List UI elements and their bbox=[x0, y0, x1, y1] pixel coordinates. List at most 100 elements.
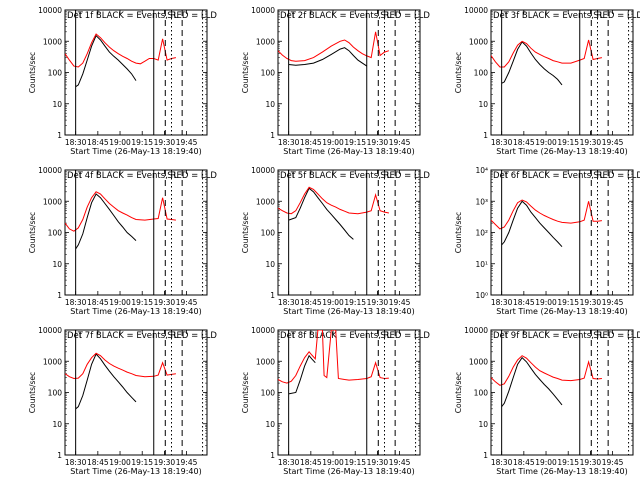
marker-label: T bbox=[503, 11, 510, 21]
x-tick-label: 18:45 bbox=[513, 298, 535, 307]
x-tick-label: 19:45 bbox=[176, 138, 198, 147]
x-tick-label: 19:15 bbox=[131, 138, 153, 147]
series-line-events bbox=[288, 187, 354, 240]
y-tick-label: 1 bbox=[57, 451, 62, 460]
plot-title: Det 7f BLACK = Events, RED = LLD bbox=[67, 331, 217, 341]
series-line-lld bbox=[491, 39, 603, 68]
marker-label: T bbox=[290, 171, 297, 181]
marker-label: L bbox=[174, 11, 179, 21]
y-tick-label: 1000 bbox=[43, 197, 62, 206]
series-group bbox=[278, 186, 390, 240]
detector-panel-7: Det 7f BLACK = Events, RED = LLD 1 10 100 10… bbox=[28, 326, 217, 476]
marker-label: S bbox=[167, 11, 172, 21]
series-group bbox=[65, 33, 177, 88]
detector-panel-4: Det 4f BLACK = Events, RED = LLD 1 10 100 10… bbox=[28, 166, 217, 316]
marker-label: S bbox=[380, 11, 385, 21]
series-group bbox=[278, 31, 390, 67]
x-tick-label: 19:00 bbox=[109, 298, 131, 307]
x-tick-label: 19:30 bbox=[367, 138, 389, 147]
series-group bbox=[491, 355, 602, 408]
y-tick-label: 100 bbox=[48, 389, 63, 398]
plot-title: Det 2f BLACK = Events, RED = LLD bbox=[280, 11, 430, 21]
x-tick-label: 18:45 bbox=[87, 138, 109, 147]
y-axis-label: Counts/sec bbox=[454, 52, 463, 93]
series-line-lld bbox=[278, 31, 390, 62]
y-tick-label: 10 bbox=[265, 260, 275, 269]
x-tick-label: 19:15 bbox=[344, 298, 366, 307]
y-tick-label: 1000 bbox=[256, 37, 275, 46]
y-tick-label: 10 bbox=[265, 100, 275, 109]
plot-title: Det 3f BLACK = Events, RED = LLD bbox=[493, 11, 640, 21]
y-tick-label: 10⁰ bbox=[475, 291, 488, 300]
x-tick-label: 19:45 bbox=[176, 298, 198, 307]
series-line-lld bbox=[278, 186, 390, 215]
y-tick-label: 10 bbox=[52, 420, 62, 429]
y-tick-label: 10⁴ bbox=[475, 166, 488, 175]
y-axis-label: Counts/sec bbox=[28, 52, 37, 93]
y-tick-label: 100 bbox=[261, 69, 276, 78]
series-group bbox=[65, 191, 176, 250]
y-tick-label: 10 bbox=[478, 420, 488, 429]
x-tick-label: 19:45 bbox=[176, 458, 198, 467]
y-tick-label: 10000 bbox=[38, 6, 62, 15]
detector-panel-5: Det 5f BLACK = Events, RED = LLD 1 10 100 10… bbox=[241, 166, 430, 316]
marker-label: T bbox=[290, 11, 297, 21]
y-tick-label: 1000 bbox=[43, 357, 62, 366]
x-tick-label: 19:45 bbox=[602, 458, 624, 467]
x-axis-label: Start Time (26-May-13 18:19:40) bbox=[496, 307, 627, 316]
y-tick-label: 100 bbox=[261, 229, 276, 238]
plot-title: Det 8f BLACK = Events, RED = LLD bbox=[280, 331, 430, 341]
y-axis-label: Counts/sec bbox=[454, 212, 463, 253]
x-axis-label: Start Time (26-May-13 18:19:40) bbox=[70, 147, 201, 156]
plot-title: Det 4f BLACK = Events, RED = LLD bbox=[67, 171, 217, 181]
marker-label: T bbox=[77, 171, 84, 181]
plot-title: Det 1f BLACK = Events, RED = LLD bbox=[67, 11, 217, 21]
y-tick-label: 1 bbox=[483, 451, 488, 460]
marker-label: L bbox=[387, 11, 392, 21]
series-line-events bbox=[501, 41, 563, 86]
x-tick-label: 19:45 bbox=[602, 138, 624, 147]
x-tick-label: 19:45 bbox=[389, 138, 411, 147]
marker-label: L bbox=[387, 171, 392, 181]
plot-frame bbox=[277, 329, 421, 456]
y-tick-label: 10000 bbox=[251, 166, 275, 175]
marker-label: S bbox=[593, 331, 598, 341]
x-tick-label: 19:15 bbox=[557, 138, 579, 147]
series-line-events bbox=[501, 356, 563, 408]
y-tick-label: 1 bbox=[57, 131, 62, 140]
x-tick-label: 19:00 bbox=[322, 298, 344, 307]
y-axis-label: Counts/sec bbox=[241, 212, 250, 253]
series-group bbox=[491, 199, 602, 248]
plot-frame bbox=[277, 169, 421, 296]
marker-label: T bbox=[77, 11, 84, 21]
x-tick-label: 19:30 bbox=[580, 298, 602, 307]
y-tick-label: 10000 bbox=[464, 6, 488, 15]
x-tick-label: 18:30 bbox=[65, 298, 87, 307]
y-tick-label: 10000 bbox=[251, 6, 275, 15]
x-axis-label: Start Time (26-May-13 18:19:40) bbox=[283, 147, 414, 156]
x-tick-label: 19:00 bbox=[109, 458, 131, 467]
marker-label: S bbox=[167, 171, 172, 181]
marker-label: S bbox=[380, 171, 385, 181]
x-tick-label: 19:45 bbox=[602, 298, 624, 307]
plot-frame bbox=[64, 329, 208, 456]
x-tick-label: 19:00 bbox=[535, 458, 557, 467]
series-group bbox=[65, 352, 176, 410]
x-tick-label: 19:00 bbox=[535, 138, 557, 147]
x-tick-label: 19:30 bbox=[580, 138, 602, 147]
marker-label: T bbox=[503, 331, 510, 341]
y-tick-label: 100 bbox=[48, 69, 63, 78]
series-line-events bbox=[501, 200, 563, 248]
x-tick-label: 18:30 bbox=[278, 138, 300, 147]
y-axis-label: Counts/sec bbox=[454, 372, 463, 413]
detector-panel-9: Det 9f BLACK = Events, RED = LLD 1 10 100 10… bbox=[454, 326, 640, 476]
x-tick-label: 18:30 bbox=[278, 298, 300, 307]
detector-panel-6: Det 6f BLACK = Events, RED = LLD 10⁰ 10¹ 10… bbox=[454, 166, 640, 316]
y-tick-label: 10³ bbox=[475, 197, 488, 206]
series-line-events bbox=[75, 34, 137, 88]
y-tick-label: 1000 bbox=[256, 357, 275, 366]
y-tick-label: 1000 bbox=[469, 37, 488, 46]
x-tick-label: 18:30 bbox=[65, 458, 87, 467]
x-tick-label: 19:15 bbox=[557, 298, 579, 307]
